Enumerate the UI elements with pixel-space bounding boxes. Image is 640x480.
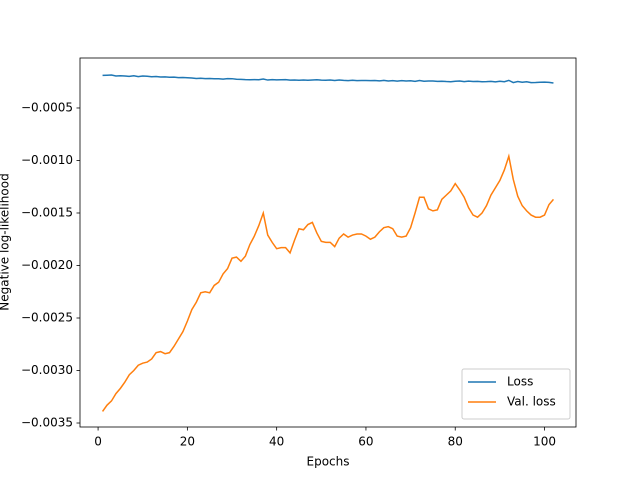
y-tick-label: −0.0015 bbox=[21, 205, 73, 219]
y-tick-label: −0.0035 bbox=[21, 416, 73, 430]
legend-label: Val. loss bbox=[507, 395, 556, 409]
x-tick-label: 0 bbox=[94, 435, 102, 449]
line-series bbox=[101, 153, 555, 412]
y-tick-label: −0.0010 bbox=[21, 153, 73, 167]
x-axis-label: Epochs bbox=[307, 455, 350, 469]
x-tick-label: 60 bbox=[358, 435, 373, 449]
x-tick-label: 80 bbox=[448, 435, 463, 449]
x-tick-label: 20 bbox=[180, 435, 195, 449]
y-axis-label: Negative log-likelihood bbox=[0, 173, 12, 310]
y-tick-label: −0.0025 bbox=[21, 311, 73, 325]
y-tick-label: −0.0030 bbox=[21, 363, 73, 377]
line-series bbox=[102, 74, 554, 84]
y-tick-label: −0.0020 bbox=[21, 258, 73, 272]
y-tick-label: −0.0005 bbox=[21, 100, 73, 114]
axes-frame bbox=[79, 57, 577, 428]
x-tick-label: 100 bbox=[533, 435, 556, 449]
x-tick-label: 40 bbox=[269, 435, 284, 449]
legend-label: Loss bbox=[507, 375, 533, 389]
